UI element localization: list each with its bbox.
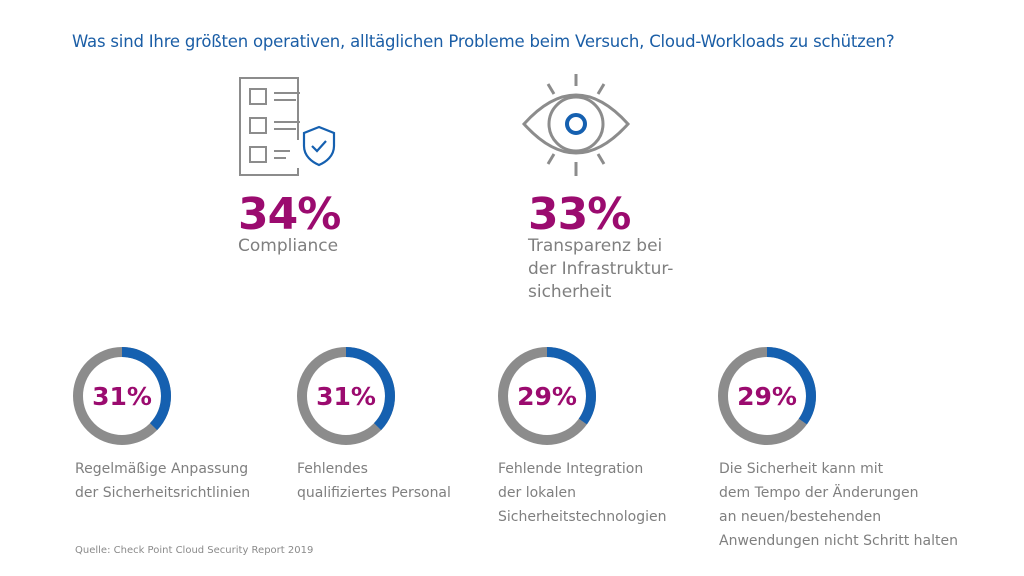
donut-arc <box>297 347 395 445</box>
label-line: dem Tempo der Änderungen <box>719 485 919 501</box>
donut-label: Regelmäßige Anpassung der Sicherheitsrich… <box>75 457 250 505</box>
donut-arc <box>73 347 171 445</box>
checklist-shield-icon <box>239 77 336 176</box>
donut-value: 29% <box>737 382 797 411</box>
label-line: Die Sicherheit kann mit <box>719 461 884 477</box>
label-line: qualifiziertes Personal <box>297 485 451 501</box>
label-line: Sicherheitstechnologien <box>498 509 667 525</box>
label-line: Regelmäßige Anpassung <box>75 461 249 477</box>
highlight-value-transparency: 33% <box>528 189 631 240</box>
donut-value: 31% <box>92 382 152 411</box>
label-line: Fehlende Integration <box>498 461 644 477</box>
highlight-value-compliance: 34% <box>238 189 341 240</box>
donut-chart: 31% <box>73 347 171 445</box>
donut-chart: 29% <box>498 347 596 445</box>
label-line: sicherheit <box>528 282 612 302</box>
donut-chart: 29% <box>718 347 816 445</box>
source-note: Quelle: Check Point Cloud Security Repor… <box>75 545 314 556</box>
label-line: Fehlendes <box>297 461 368 477</box>
label-line: der Sicherheitsrichtlinien <box>75 485 251 501</box>
label-line: Compliance <box>238 236 339 256</box>
donut-chart: 31% <box>297 347 395 445</box>
donut-arc <box>498 347 596 445</box>
donut-value: 29% <box>517 382 577 411</box>
label-line: Transparenz bei <box>528 236 663 256</box>
donut-value: 31% <box>316 382 376 411</box>
donut-arc <box>718 347 816 445</box>
label-line: Anwendungen nicht Schritt halten <box>719 533 958 549</box>
label-line: an neuen/bestehenden <box>719 509 882 525</box>
eye-icon <box>521 74 631 176</box>
donut-label: Fehlende Integration der lokalen Sicherhei… <box>498 457 666 529</box>
page-title: Was sind Ihre größten operativen, alltäg… <box>72 32 895 51</box>
highlight-label-compliance: Compliance <box>238 235 338 258</box>
donut-label: Die Sicherheit kann mit dem Tempo der Änd… <box>719 457 958 553</box>
donut-label: Fehlendes qualifiziertes Personal <box>297 457 451 505</box>
highlight-label-transparency: Transparenz bei der Infrastruktur- siche… <box>528 235 673 304</box>
label-line: der Infrastruktur- <box>528 259 674 279</box>
label-line: der lokalen <box>498 485 576 501</box>
